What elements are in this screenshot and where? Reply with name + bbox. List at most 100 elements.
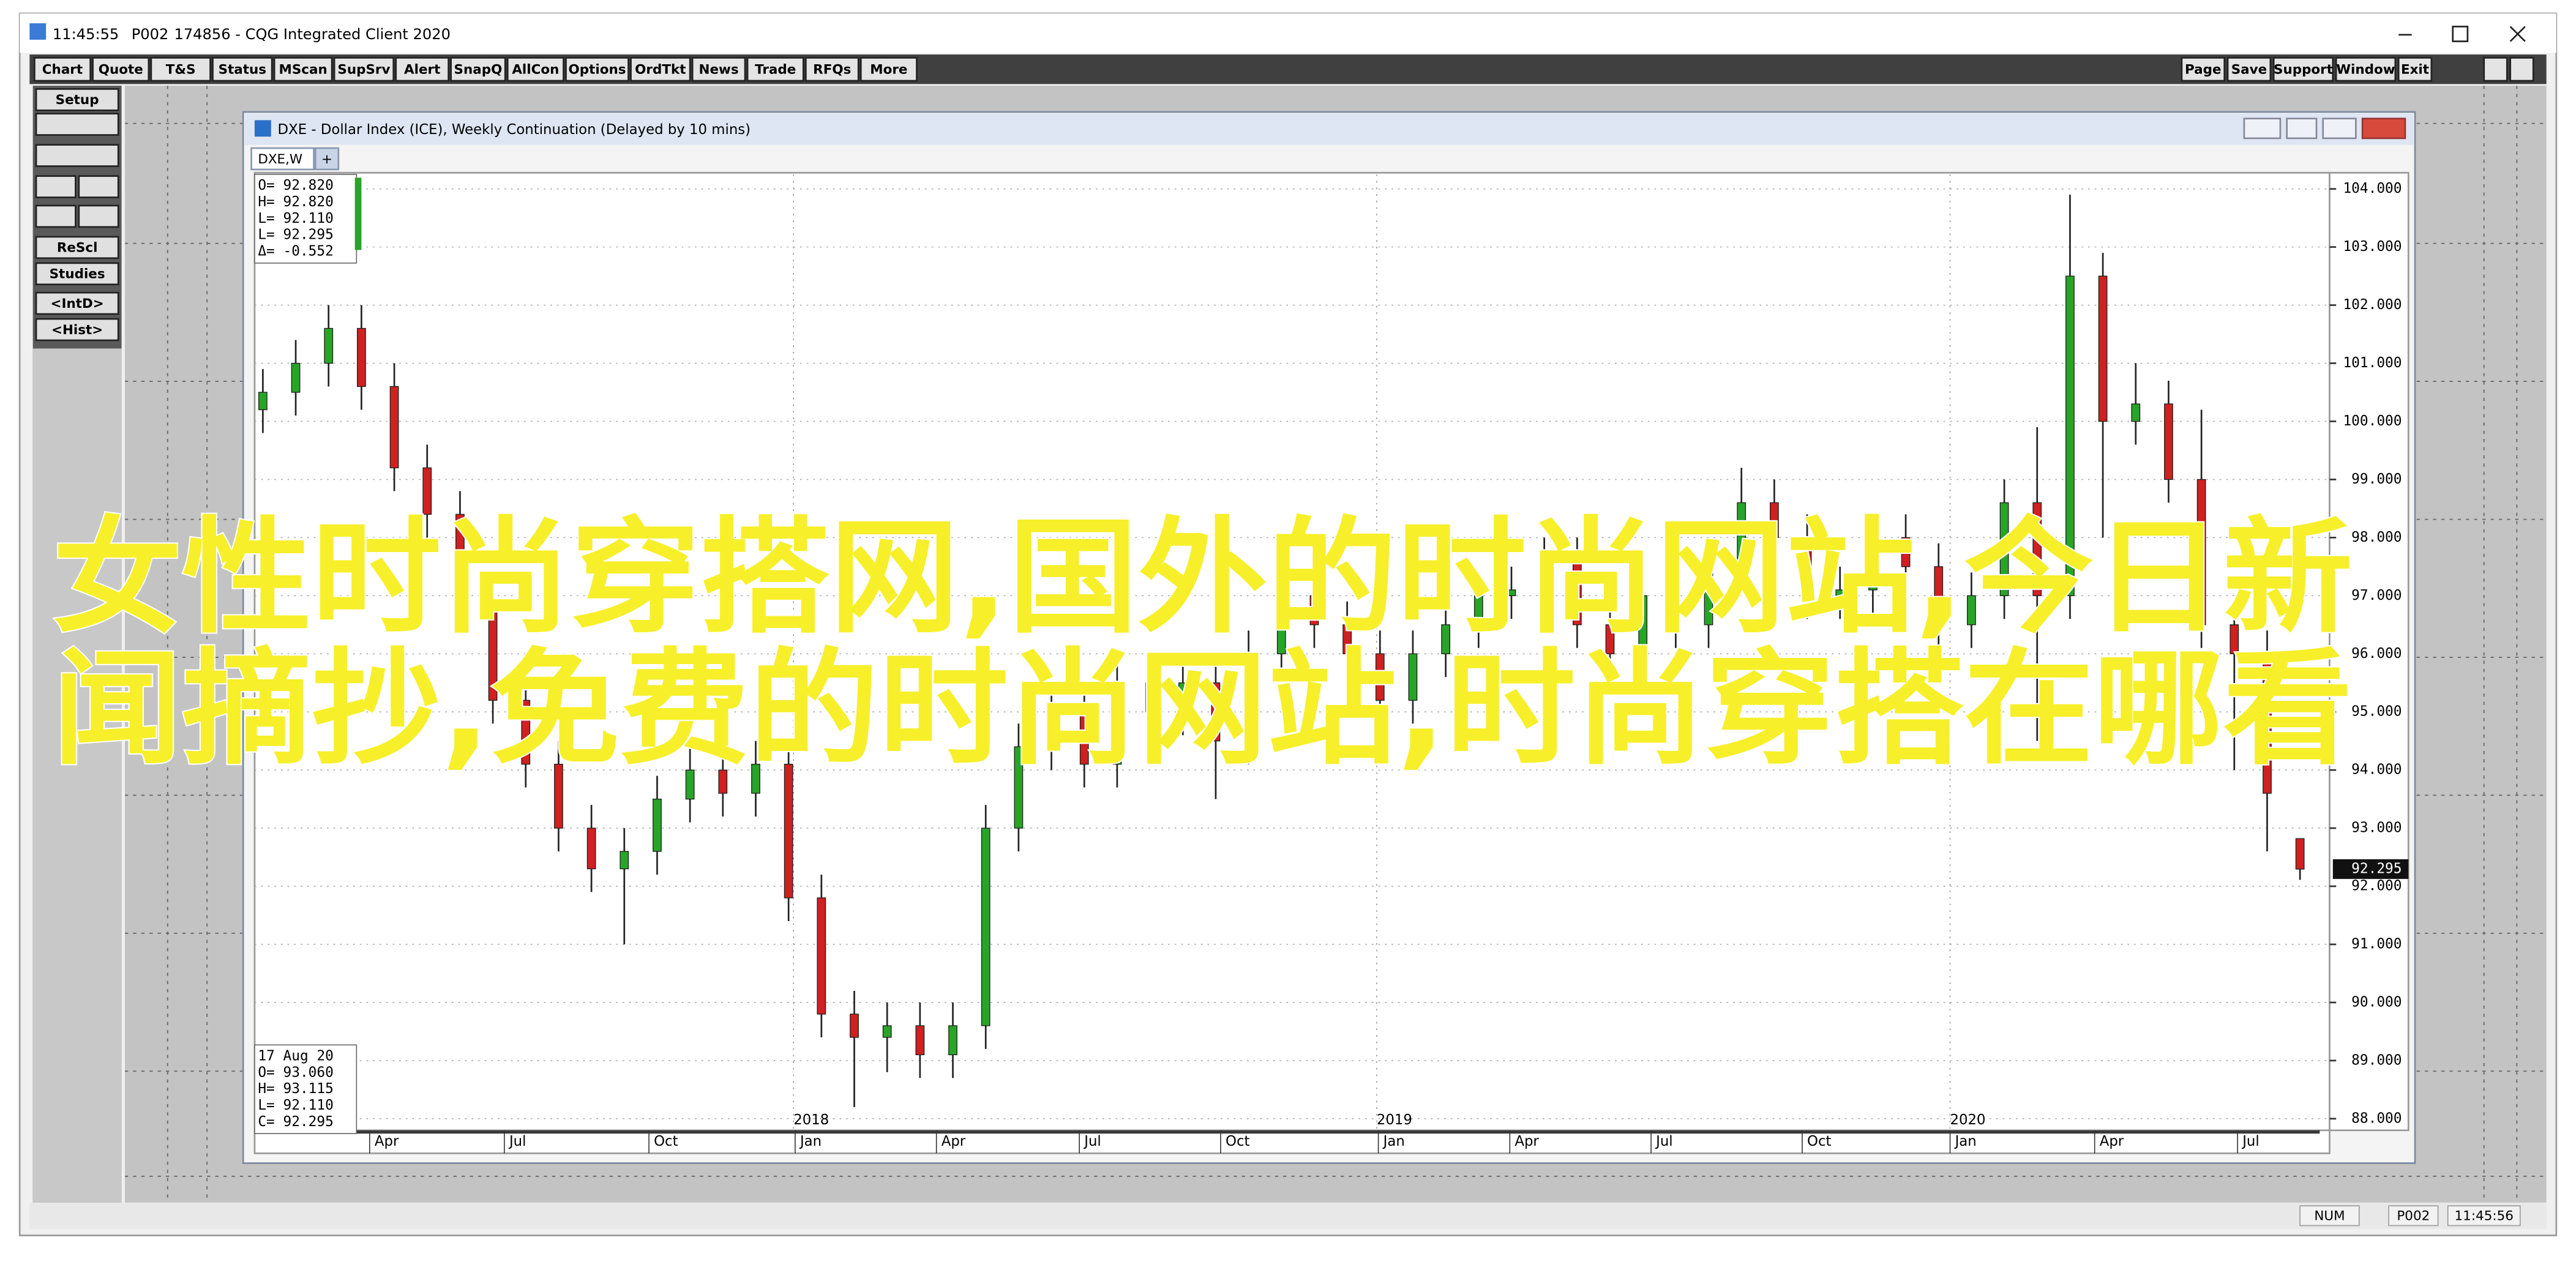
sidebar-button-label[interactable]: ReScl: [57, 241, 98, 256]
toolbar-button-label[interactable]: Trade: [755, 62, 796, 78]
y-tick-label: 104.000: [2343, 181, 2402, 196]
toolbar-button-label[interactable]: Window: [2336, 62, 2395, 78]
maximize-button[interactable]: [2452, 26, 2469, 42]
candle-body: [586, 827, 596, 870]
ohlc-box: [254, 174, 358, 264]
sidebar-button-label[interactable]: <IntD>: [50, 296, 103, 312]
toolbar-button-label[interactable]: MScan: [279, 62, 328, 78]
candle-body: [2131, 403, 2141, 422]
chart-icon: [254, 120, 271, 137]
sidebar-button[interactable]: [35, 318, 119, 342]
toolbar-button-label[interactable]: Chart: [42, 62, 83, 78]
sidebar-icon-button[interactable]: [78, 204, 119, 228]
toolbar-button[interactable]: [691, 57, 746, 82]
toolbar-button[interactable]: [804, 57, 859, 82]
toolbar-button-label[interactable]: RFQs: [813, 62, 851, 78]
toolbar-button-label[interactable]: Status: [219, 62, 266, 78]
x-tick-label: Jul: [1083, 1133, 1101, 1149]
toolbar-button-label[interactable]: Save: [2231, 62, 2267, 78]
candle-body: [1671, 595, 1680, 625]
toolbar-button[interactable]: [2181, 57, 2226, 82]
ohlc-swatch: [354, 177, 362, 250]
add-tab[interactable]: [314, 147, 340, 171]
toolbar-button-label[interactable]: Exit: [2401, 62, 2429, 78]
toolbar-button[interactable]: [746, 57, 804, 82]
x-tick-label: Jan: [799, 1133, 822, 1149]
candle-body: [324, 327, 334, 364]
clock: 11:45:55: [53, 26, 119, 43]
candle-body: [1769, 502, 1779, 539]
toolbar-button-label[interactable]: Support: [2274, 62, 2333, 78]
toolbar-button[interactable]: [2397, 57, 2433, 82]
candle-body: [521, 700, 531, 765]
toolbar-button[interactable]: [395, 57, 449, 82]
status-cell: [2447, 1205, 2521, 1227]
title-bar: [20, 13, 2556, 53]
toolbar-button[interactable]: [859, 57, 918, 82]
toolbar-button[interactable]: [2226, 57, 2272, 82]
toolbar-button[interactable]: [565, 57, 629, 82]
sidebar-button-label[interactable]: Studies: [50, 267, 105, 282]
toolbar-button[interactable]: [506, 57, 564, 82]
toolbar-button[interactable]: [450, 57, 506, 82]
sidebar-button[interactable]: [35, 291, 119, 315]
toolbar-button-label[interactable]: SnapQ: [454, 62, 503, 78]
x-tick-label: Jul: [1655, 1133, 1673, 1149]
candle-body: [1835, 589, 1845, 596]
toolbar-button-label[interactable]: T&S: [166, 62, 196, 78]
candle-body: [1145, 682, 1155, 712]
candle-body: [2196, 479, 2206, 625]
sidebar-icon-button[interactable]: [35, 204, 77, 228]
sidebar-icon-button[interactable]: [78, 175, 119, 198]
sidebar-button[interactable]: [35, 236, 119, 259]
chart-tab-label[interactable]: DXE,W: [258, 152, 302, 167]
toolbar-button[interactable]: [212, 57, 273, 82]
toolbar-button-label[interactable]: Options: [569, 62, 626, 78]
sidebar-icon-button[interactable]: [35, 144, 119, 167]
toolbar-button-label[interactable]: More: [870, 62, 907, 78]
ohlc-line: L= 92.110: [258, 211, 334, 226]
candle-body: [685, 769, 695, 800]
y-tick-label: 95.000: [2351, 704, 2402, 720]
minimize-chart[interactable]: [2286, 118, 2318, 140]
sidebar-button[interactable]: [35, 262, 119, 286]
candle-body: [1244, 653, 1253, 742]
candle-body: [258, 392, 268, 411]
candle-body: [1276, 595, 1286, 654]
toolbar-button[interactable]: [2272, 57, 2334, 82]
toolbar-button-label[interactable]: Quote: [99, 62, 143, 78]
close-button[interactable]: [2509, 26, 2526, 42]
chart-tab[interactable]: [250, 147, 315, 171]
sidebar-icon-button[interactable]: [35, 175, 77, 198]
toolbar-button-label[interactable]: News: [699, 62, 739, 78]
add-tab-label[interactable]: +: [321, 152, 332, 167]
toolbar-button-label[interactable]: OrdTkt: [635, 62, 686, 78]
candle-body: [1178, 682, 1188, 712]
candle-body: [1441, 624, 1451, 654]
sidebar-button-label[interactable]: <Hist>: [51, 323, 103, 338]
toolbar-button[interactable]: [34, 57, 91, 82]
y-tick-label: 94.000: [2351, 762, 2402, 778]
close-chart[interactable]: [2361, 118, 2406, 140]
sidebar-button[interactable]: [35, 88, 119, 111]
toolbar-button[interactable]: [150, 57, 211, 82]
maximize-chart[interactable]: [2322, 118, 2357, 140]
x-tick-label: Apr: [2100, 1133, 2124, 1149]
restore-button[interactable]: [2483, 57, 2508, 82]
close-button[interactable]: [2509, 57, 2534, 82]
toolbar-button[interactable]: [2335, 57, 2397, 82]
toolbar-button-label[interactable]: SupSrv: [337, 62, 390, 78]
toolbar-button[interactable]: [273, 57, 333, 82]
toolbar-button-label[interactable]: Page: [2185, 62, 2222, 78]
candle-body: [1572, 560, 1582, 625]
toolbar-button[interactable]: [333, 57, 395, 82]
ohlc-line: H= 93.115: [258, 1081, 334, 1097]
toolbar-button[interactable]: [630, 57, 691, 82]
toolbar-button-label[interactable]: AllCon: [512, 62, 559, 78]
link-button[interactable]: [2243, 118, 2282, 140]
sidebar-button-label[interactable]: Setup: [56, 92, 99, 108]
sidebar-icon-button[interactable]: [35, 113, 119, 136]
toolbar-button[interactable]: [92, 57, 150, 82]
toolbar-button-label[interactable]: Alert: [404, 62, 440, 78]
